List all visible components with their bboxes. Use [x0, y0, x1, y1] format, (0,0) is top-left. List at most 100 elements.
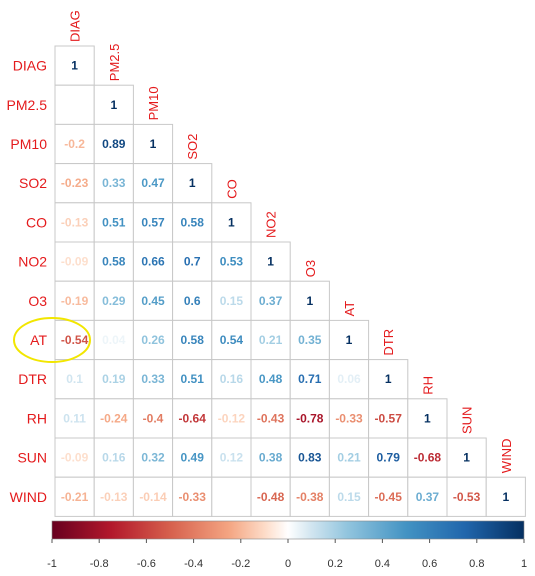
cell-value-so2-pm10: 0.47	[141, 176, 165, 190]
cell-value-so2-diag: -0.23	[61, 176, 89, 190]
cell-value-co-pm25: 0.51	[102, 215, 126, 229]
cell-value-pm10-pm10: 1	[150, 137, 157, 151]
row-label-rh: RH	[27, 410, 47, 426]
cell-value-co-co: 1	[228, 215, 235, 229]
cell-value-at-co: 0.54	[220, 333, 244, 347]
colorbar-tick-label: 0.4	[375, 558, 390, 570]
col-label-sun: SUN	[460, 407, 475, 434]
row-label-o3: O3	[28, 293, 47, 309]
cell-wind-pm10	[132, 476, 174, 517]
cell-value-dtr-dtr: 1	[385, 372, 392, 386]
colorbar-tick-label: -0.2	[231, 558, 250, 570]
cell-value-sun-co: 0.12	[220, 451, 244, 465]
row-label-wind: WIND	[10, 489, 47, 505]
row-label-diag: DIAG	[13, 58, 47, 74]
colorbar-tick-label: 0.6	[422, 558, 437, 570]
cell-at-so2	[172, 319, 213, 361]
colorbar-tick-label: 1	[521, 558, 527, 570]
cell-pm25-pm25	[93, 84, 134, 125]
cell-dtr-co	[211, 359, 252, 400]
cell-sun-rh	[407, 437, 448, 478]
cell-value-o3-o3: 1	[306, 294, 313, 308]
colorbar-tick-label: 0	[285, 558, 291, 570]
cell-so2-diag	[54, 163, 95, 204]
colorbar-tick-label: 0.8	[469, 558, 484, 570]
cell-value-pm25-pm25: 1	[110, 98, 117, 112]
cell-value-rh-no2: -0.43	[257, 411, 285, 425]
col-label-dtr: DTR	[381, 329, 396, 356]
cell-no2-no2	[250, 241, 291, 282]
cell-rh-o3	[289, 398, 330, 439]
cell-sun-diag	[54, 437, 95, 478]
col-label-wind: WIND	[499, 439, 514, 474]
cell-value-rh-at: -0.33	[335, 411, 363, 425]
cell-wind-co	[211, 476, 252, 517]
cell-value-wind-pm25: -0.13	[100, 490, 128, 504]
cell-o3-pm10	[132, 280, 174, 321]
cell-value-o3-so2: 0.6	[184, 294, 201, 308]
cell-rh-co	[211, 398, 252, 439]
cell-value-co-diag: -0.13	[61, 215, 89, 229]
cell-wind-so2	[172, 476, 213, 517]
cell-value-wind-diag: -0.21	[61, 490, 89, 504]
cell-wind-dtr	[368, 476, 409, 517]
cell-rh-diag	[54, 398, 95, 439]
cell-value-at-no2: 0.21	[259, 333, 283, 347]
cell-value-wind-o3: -0.38	[296, 490, 324, 504]
row-label-pm25: PM2.5	[7, 97, 48, 113]
cell-value-dtr-no2: 0.48	[259, 372, 283, 386]
cell-wind-pm25	[93, 476, 134, 517]
cell-at-diag	[54, 319, 95, 361]
cell-value-dtr-diag: 0.1	[66, 372, 83, 386]
cell-value-sun-diag: -0.09	[61, 451, 89, 465]
cell-wind-sun	[446, 476, 487, 517]
col-label-pm25: PM2.5	[107, 44, 122, 82]
cell-sun-co	[211, 437, 252, 478]
colorbar-bar	[51, 520, 525, 540]
cell-o3-o3	[289, 280, 330, 321]
cell-value-no2-pm25: 0.58	[102, 255, 126, 269]
row-label-so2: SO2	[19, 175, 47, 191]
cell-no2-pm10	[132, 241, 174, 282]
cell-rh-pm25	[93, 398, 134, 439]
cell-dtr-o3	[289, 359, 330, 400]
cell-value-dtr-pm25: 0.19	[102, 372, 126, 386]
col-label-no2: NO2	[264, 211, 279, 238]
col-label-o3: O3	[303, 260, 318, 277]
row-label-at: AT	[30, 332, 47, 348]
row-label-sun: SUN	[17, 450, 47, 466]
cell-value-sun-pm10: 0.32	[141, 451, 165, 465]
cell-no2-so2	[172, 241, 213, 282]
colorbar: -1 -0.8 -0.6 -0.4 -0.2 0 0.2 0.4 0.6 0.8 1	[47, 520, 527, 570]
cell-value-o3-diag: -0.19	[61, 294, 89, 308]
cell-value-no2-pm10: 0.66	[141, 255, 165, 269]
row-label-dtr: DTR	[18, 371, 47, 387]
cell-value-wind-so2: -0.33	[179, 490, 207, 504]
cell-value-sun-pm25: 0.16	[102, 451, 126, 465]
cell-value-wind-dtr: -0.45	[375, 490, 403, 504]
cell-value-at-diag: -0.54	[61, 333, 89, 347]
cell-value-wind-at: 0.15	[337, 490, 361, 504]
cell-value-rh-so2: -0.64	[179, 411, 207, 425]
row-label-pm10: PM10	[10, 136, 47, 152]
cell-dtr-pm25	[93, 359, 134, 400]
cell-wind-rh	[407, 476, 448, 517]
cell-value-at-at: 1	[346, 333, 353, 347]
cell-so2-pm10	[132, 163, 174, 204]
cell-value-at-o3: 0.35	[298, 333, 322, 347]
heatmap-cells: 1 1 -0.2 0.89 1 -0.23 0.33 0.47 1 -0.13 0.51 0.57 0.…	[54, 45, 526, 517]
cell-value-no2-diag: -0.09	[61, 255, 89, 269]
colorbar-tick-label: -0.6	[137, 558, 156, 570]
cell-pm25-diag	[54, 84, 95, 125]
cell-value-rh-diag: 0.11	[63, 411, 86, 425]
cell-dtr-diag	[54, 359, 95, 400]
colorbar-tick-label: 0.2	[328, 558, 343, 570]
col-label-at: AT	[342, 301, 357, 317]
cell-wind-at	[328, 476, 370, 517]
row-label-no2: NO2	[18, 254, 47, 270]
cell-rh-dtr	[368, 398, 409, 439]
cell-value-dtr-o3: 0.71	[298, 372, 322, 386]
cell-value-o3-co: 0.15	[220, 294, 244, 308]
cell-value-so2-so2: 1	[189, 176, 196, 190]
